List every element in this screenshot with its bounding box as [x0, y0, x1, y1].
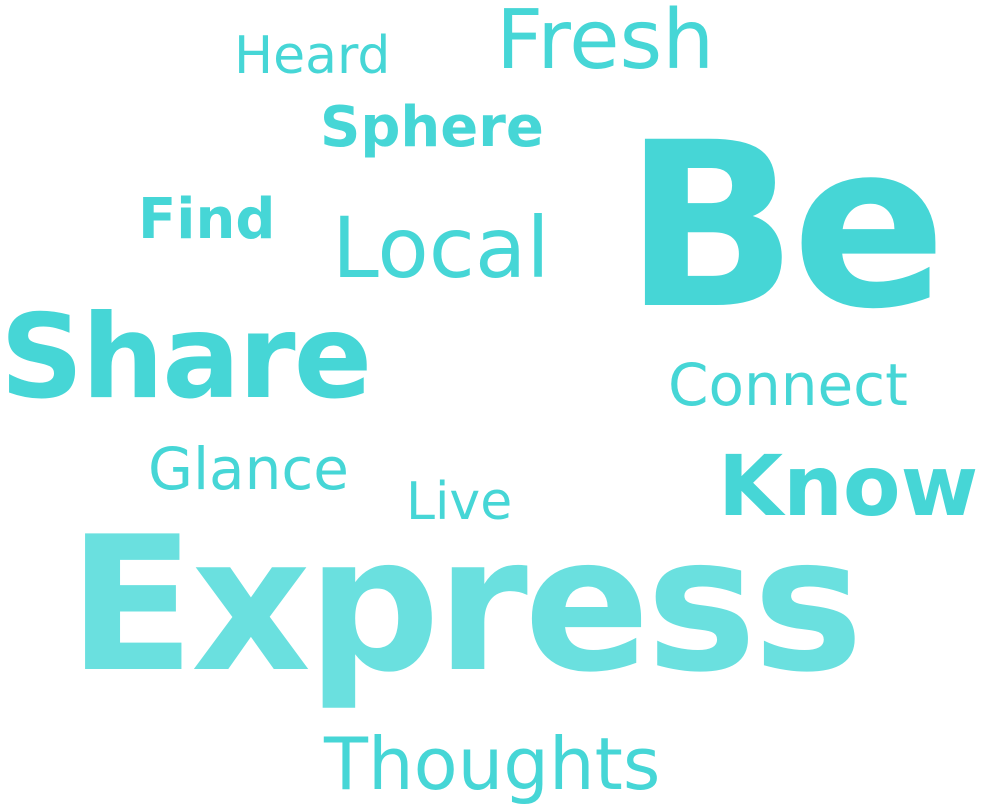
word-heard: Heard	[234, 26, 391, 86]
word-sphere: Sphere	[320, 95, 544, 160]
word-share: Share	[0, 290, 372, 425]
word-glance: Glance	[148, 435, 349, 503]
word-express: Express	[68, 496, 863, 713]
word-live: Live	[406, 472, 513, 532]
word-local: Local	[332, 199, 550, 297]
word-fresh: Fresh	[496, 0, 715, 88]
word-be: Be	[624, 93, 946, 359]
word-thoughts: Thoughts	[324, 722, 661, 806]
word-connect: Connect	[668, 351, 908, 419]
word-find: Find	[138, 187, 276, 252]
word-know: Know	[718, 437, 979, 535]
